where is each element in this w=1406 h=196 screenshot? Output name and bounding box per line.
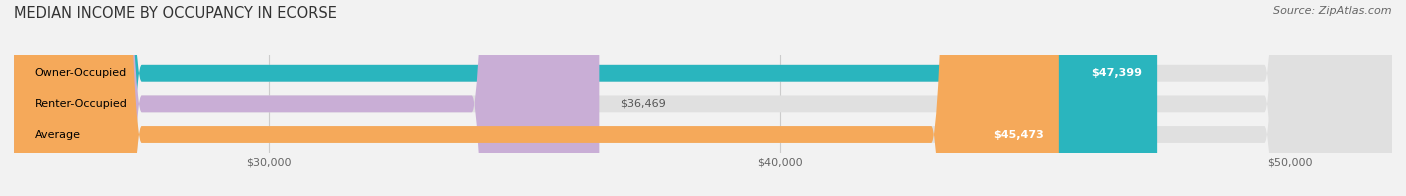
Text: Average: Average bbox=[35, 130, 80, 140]
FancyBboxPatch shape bbox=[14, 0, 1392, 196]
Text: $47,399: $47,399 bbox=[1091, 68, 1142, 78]
Text: $45,473: $45,473 bbox=[993, 130, 1043, 140]
FancyBboxPatch shape bbox=[14, 0, 1157, 196]
FancyBboxPatch shape bbox=[14, 0, 1059, 196]
Text: Renter-Occupied: Renter-Occupied bbox=[35, 99, 128, 109]
FancyBboxPatch shape bbox=[14, 0, 599, 196]
Text: MEDIAN INCOME BY OCCUPANCY IN ECORSE: MEDIAN INCOME BY OCCUPANCY IN ECORSE bbox=[14, 6, 337, 21]
FancyBboxPatch shape bbox=[14, 0, 1392, 196]
Text: $36,469: $36,469 bbox=[620, 99, 665, 109]
Text: Source: ZipAtlas.com: Source: ZipAtlas.com bbox=[1274, 6, 1392, 16]
Text: Owner-Occupied: Owner-Occupied bbox=[35, 68, 127, 78]
FancyBboxPatch shape bbox=[14, 0, 1392, 196]
